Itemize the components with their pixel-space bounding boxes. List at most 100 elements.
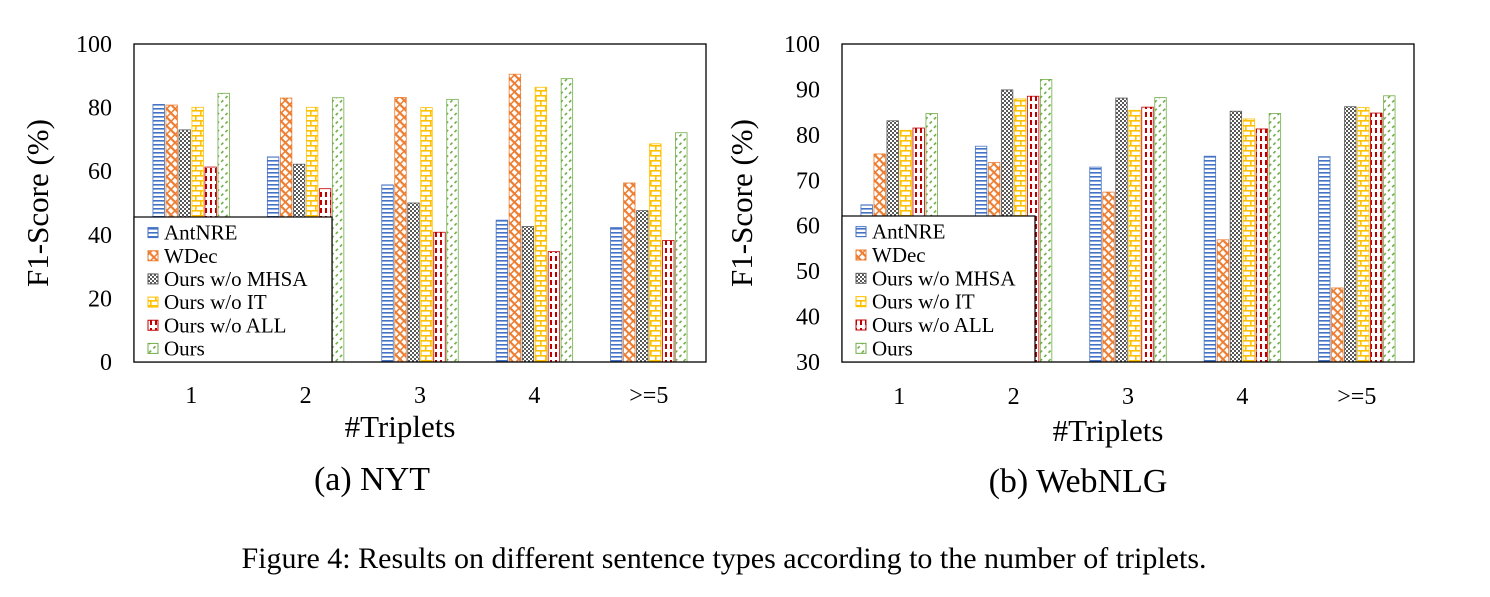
x-tick-label: 4: [528, 383, 540, 409]
bar-ours-ge5: [675, 132, 688, 363]
legend-swatch-wdec: [855, 249, 867, 261]
bar-antnre-4: [495, 219, 509, 363]
legend-swatch-ours-w-o-all: [147, 319, 159, 331]
y-tick-label: 30: [796, 350, 820, 376]
x-tick-label: 2: [300, 383, 312, 409]
y-tick-label: 100: [76, 32, 112, 58]
y-axis-title: F1-Score (%): [20, 119, 55, 287]
y-tick-label: 80: [88, 96, 112, 122]
bar-ours-w-o-all-3: [433, 231, 446, 363]
legend-label-ours-w-o-all: Ours w/o ALL: [872, 313, 995, 337]
y-tick-label: 70: [796, 168, 820, 194]
bar-wdec-4: [1216, 239, 1230, 363]
x-tick-label: >=5: [629, 383, 668, 409]
subcaption: (b) WebNLG: [989, 463, 1168, 500]
bar-antnre-3: [381, 184, 394, 363]
y-tick-label: 90: [796, 77, 820, 103]
bar-ours-w-o-mhsa-3: [407, 202, 420, 363]
legend-swatch-ours: [855, 342, 867, 354]
bar-ours-w-o-mhsa-4: [1229, 110, 1243, 363]
legend-box: [133, 216, 333, 363]
legend-swatch-ours-w-o-it: [147, 296, 159, 308]
legend-swatch-ours-w-o-mhsa: [855, 272, 867, 284]
bar-ours-w-o-it-4: [534, 86, 548, 363]
y-tick-label: 60: [796, 214, 820, 240]
bar-antnre-ge5: [1318, 156, 1331, 363]
bar-ours-2: [1039, 79, 1053, 363]
legend-label-ours-w-o-it: Ours w/o IT: [164, 290, 267, 314]
bar-ours-3: [1154, 97, 1167, 363]
bar-ours-w-o-all-ge5: [662, 240, 675, 363]
bar-ours-w-o-mhsa-ge5: [1344, 106, 1357, 363]
x-tick-label: >=5: [1337, 384, 1376, 410]
bar-ours-w-o-it-4: [1242, 118, 1256, 363]
legend-swatch-ours-w-o-mhsa: [147, 273, 159, 285]
bar-ours-w-o-all-ge5: [1370, 112, 1383, 363]
plot-frame: [841, 43, 1415, 363]
legend-swatch-antnre: [147, 227, 159, 239]
legend-label-ours: Ours: [164, 336, 205, 360]
legend-label-antnre: AntNRE: [872, 220, 946, 244]
legend-swatch-antnre: [855, 226, 867, 238]
y-tick-label: 80: [796, 123, 820, 149]
subcaption: (a) NYT: [314, 461, 430, 498]
bar-wdec-ge5: [1331, 287, 1344, 363]
bar-ours-w-o-it-3: [420, 107, 433, 363]
x-tick-label: 3: [1122, 384, 1134, 410]
bar-antnre-ge5: [610, 227, 623, 363]
bar-ours-w-o-mhsa-4: [521, 226, 535, 363]
legend-box: [841, 215, 1036, 363]
bar-wdec-ge5: [623, 182, 636, 363]
figure-caption: Figure 4: Results on different sentence …: [241, 542, 1206, 575]
legend-swatch-ours-w-o-all: [855, 319, 867, 331]
legend-label-ours-w-o-mhsa: Ours w/o MHSA: [164, 267, 308, 291]
bar-ours-w-o-mhsa-3: [1115, 97, 1128, 363]
legend-label-wdec: WDec: [872, 243, 926, 267]
bar-wdec-4: [508, 73, 522, 363]
bar-wdec-3: [394, 97, 407, 363]
y-tick-label: 40: [88, 223, 112, 249]
legend-label-antnre: AntNRE: [164, 221, 238, 245]
chart-webnlg: 30 40 50 60 70 80 90 100 1 2 3 4 >=5 #Triplets F1-Scor…: [724, 32, 1415, 500]
legend-label-ours-w-o-mhsa: Ours w/o MHSA: [872, 266, 1016, 290]
bar-ours-4: [1268, 113, 1282, 363]
y-axis-title: F1-Score (%): [724, 119, 759, 287]
y-tick-label: 0: [100, 350, 112, 376]
bar-ours-4: [560, 78, 574, 363]
bar-ours-w-o-all-4: [1255, 128, 1269, 363]
x-tick-label: 2: [1008, 384, 1020, 410]
legend-label-ours-w-o-it: Ours w/o IT: [872, 290, 975, 314]
bar-ours-w-o-it-ge5: [1357, 107, 1370, 363]
bar-ours-w-o-it-3: [1128, 109, 1141, 363]
x-axis-title: #Triplets: [1053, 413, 1164, 448]
bar-ours-3: [446, 98, 459, 363]
x-tick-label: 1: [893, 384, 905, 410]
y-tick-label: 100: [784, 32, 820, 58]
x-axis-title: #Triplets: [345, 409, 456, 444]
bar-antnre-4: [1203, 155, 1217, 363]
x-tick-label: 3: [414, 383, 426, 409]
plot-frame: [133, 43, 707, 363]
x-tick-label: 4: [1236, 384, 1248, 410]
legend-label-ours: Ours: [872, 336, 913, 360]
y-tick-label: 50: [796, 259, 820, 285]
bar-ours-2: [331, 97, 345, 363]
legend-swatch-wdec: [147, 250, 159, 262]
y-tick-label: 40: [796, 305, 820, 331]
legend-label-wdec: WDec: [164, 244, 218, 268]
bar-ours-w-o-it-ge5: [649, 143, 662, 363]
bar-ours-ge5: [1383, 95, 1396, 363]
x-tick-label: 1: [185, 383, 197, 409]
bar-wdec-3: [1102, 191, 1115, 363]
bar-ours-w-o-mhsa-ge5: [636, 210, 649, 363]
y-tick-label: 60: [88, 159, 112, 185]
bar-antnre-3: [1089, 166, 1102, 363]
bar-ours-w-o-all-3: [1141, 106, 1154, 363]
bar-ours-w-o-all-4: [547, 251, 561, 363]
legend-swatch-ours: [147, 342, 159, 354]
chart-nyt: 0 20 40 60 80 100 1 2 3 4 >=5 #Triplets F1-Score (%)…: [20, 32, 707, 498]
y-tick-label: 20: [88, 286, 112, 312]
